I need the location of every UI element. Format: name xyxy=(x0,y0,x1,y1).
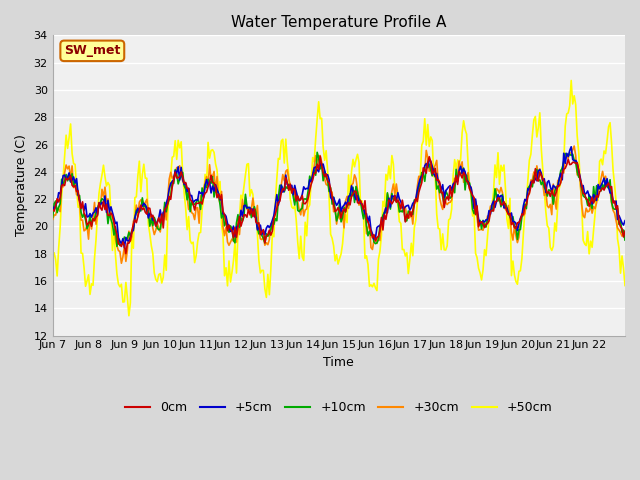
Y-axis label: Temperature (C): Temperature (C) xyxy=(15,134,28,237)
Legend: 0cm, +5cm, +10cm, +30cm, +50cm: 0cm, +5cm, +10cm, +30cm, +50cm xyxy=(120,396,557,419)
Text: SW_met: SW_met xyxy=(64,44,120,57)
Title: Water Temperature Profile A: Water Temperature Profile A xyxy=(231,15,447,30)
X-axis label: Time: Time xyxy=(323,356,354,369)
